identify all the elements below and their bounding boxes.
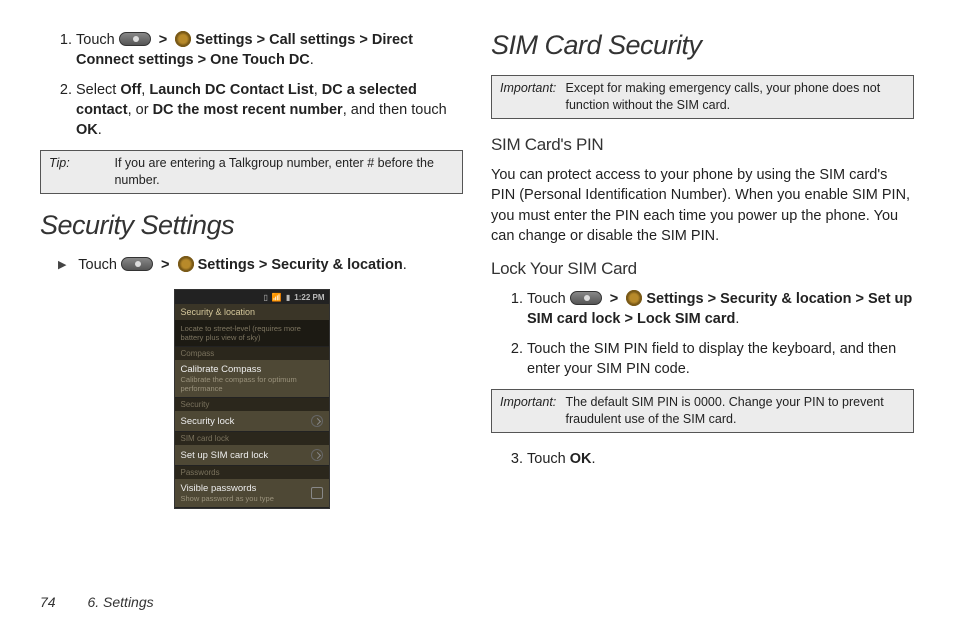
battery-icon: ▮	[286, 293, 290, 302]
subheading: SIM Card's PIN	[491, 135, 914, 155]
text: Touch	[76, 32, 119, 48]
subheading: Lock Your SIM Card	[491, 259, 914, 279]
important-box: Important: Except for making emergency c…	[491, 75, 914, 119]
label: Settings	[646, 291, 703, 307]
chevron-icon	[311, 415, 323, 427]
row-title: Security lock	[181, 416, 235, 427]
label: OK	[570, 451, 592, 467]
row-calibrate: Calibrate Compass Calibrate the compass …	[175, 360, 329, 398]
row-locate: Locate to street-level (requires more ba…	[175, 320, 329, 347]
phone-screenshot: ▯ 📶 ▮ 1:22 PM Security & location Locate…	[174, 289, 330, 509]
label: One Touch DC	[210, 52, 310, 68]
group-security: Security	[175, 398, 329, 411]
gt-icon: >	[161, 257, 169, 273]
signal-icon: ▯	[263, 293, 267, 302]
row-title: Calibrate Compass	[181, 364, 323, 375]
important-box: Important: The default SIM PIN is 0000. …	[491, 389, 914, 433]
row-security-lock: Security lock	[175, 411, 329, 432]
status-bar: ▯ 📶 ▮ 1:22 PM	[175, 290, 329, 304]
text: , and then touch	[343, 102, 447, 118]
text: , or	[128, 102, 153, 118]
clock: 1:22 PM	[294, 293, 324, 302]
row-visible-passwords: Visible passwords Show password as you t…	[175, 479, 329, 508]
chevron-icon	[311, 449, 323, 461]
triangle-icon: ▶	[58, 258, 66, 273]
text: Touch	[527, 451, 570, 467]
label: OK	[76, 122, 98, 138]
row-sub: Show password as you type	[181, 494, 274, 503]
gt-icon: >	[359, 32, 367, 48]
important-label: Important:	[500, 394, 562, 411]
step-2: Select Off, Launch DC Contact List, DC a…	[76, 80, 463, 140]
tip-label: Tip:	[49, 155, 111, 172]
paragraph: You can protect access to your phone by …	[491, 165, 914, 247]
lock-step-1: Touch > Settings > Security & location >…	[527, 289, 914, 329]
gt-icon: >	[159, 32, 167, 48]
group-passwords: Passwords	[175, 466, 329, 479]
label: Off	[120, 82, 141, 98]
text: Select	[76, 82, 120, 98]
group-sim: SIM card lock	[175, 432, 329, 445]
signal-icon: 📶	[272, 293, 282, 302]
group-compass: Compass	[175, 347, 329, 360]
gt-icon: >	[610, 291, 618, 307]
phone-title: Security & location	[175, 304, 329, 320]
text: Touch	[78, 257, 121, 273]
gt-icon: >	[198, 52, 206, 68]
gear-icon	[175, 31, 191, 47]
section-heading: SIM Card Security	[491, 30, 914, 61]
label: Lock SIM card	[637, 311, 735, 327]
lock-step-3: Touch OK.	[527, 449, 914, 469]
row-setup-sim: Set up SIM card lock	[175, 445, 329, 466]
tip-box: Tip: If you are entering a Talkgroup num…	[40, 150, 463, 194]
important-text: Except for making emergency calls, your …	[565, 80, 904, 114]
gear-icon	[178, 256, 194, 272]
label: Security & location	[720, 291, 851, 307]
label: Settings	[195, 32, 252, 48]
gt-icon: >	[855, 291, 863, 307]
gt-icon: >	[257, 32, 265, 48]
page-footer: 74 6. Settings	[40, 594, 154, 610]
checkbox-icon	[311, 487, 323, 499]
row-title: Set up SIM card lock	[181, 450, 269, 461]
tip-text: If you are entering a Talkgroup number, …	[114, 155, 453, 189]
home-icon	[119, 32, 151, 46]
home-icon	[121, 257, 153, 271]
instruction: ▶ Touch > Settings > Security & location…	[40, 255, 463, 275]
label: Launch DC Contact List	[149, 82, 313, 98]
row-sub: Calibrate the compass for optimum perfor…	[181, 375, 323, 393]
lock-step-2: Touch the SIM PIN field to display the k…	[527, 339, 914, 379]
label: Settings	[198, 257, 255, 273]
important-text: The default SIM PIN is 0000. Change your…	[565, 394, 904, 428]
gt-icon: >	[259, 257, 267, 273]
label: Security & location	[271, 257, 402, 273]
gt-icon: >	[708, 291, 716, 307]
gt-icon: >	[625, 311, 633, 327]
section-heading: Security Settings	[40, 210, 463, 241]
text: Touch	[527, 291, 570, 307]
page-number: 74	[40, 594, 56, 610]
label: DC the most recent number	[153, 102, 343, 118]
section-label: 6. Settings	[87, 594, 153, 610]
label: Call settings	[269, 32, 355, 48]
important-label: Important:	[500, 80, 562, 97]
step-1: Touch > Settings > Call settings > Direc…	[76, 30, 463, 70]
gear-icon	[626, 290, 642, 306]
row-title: Visible passwords	[181, 483, 274, 494]
home-icon	[570, 291, 602, 305]
